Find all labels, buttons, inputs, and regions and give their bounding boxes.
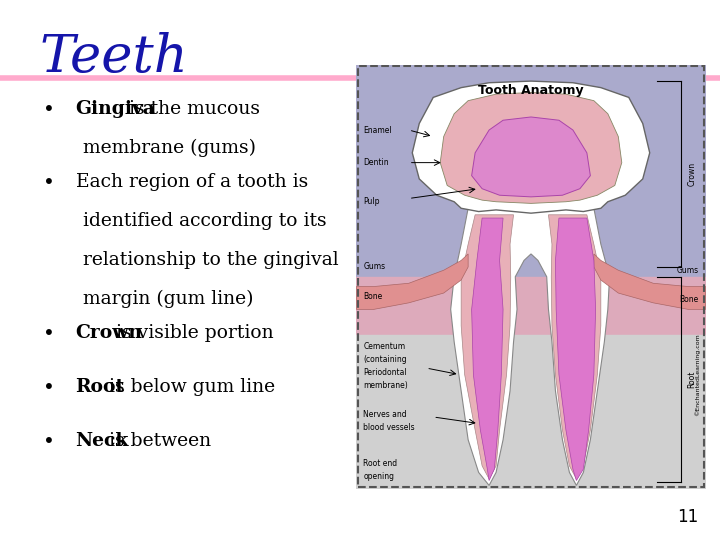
Text: membrane): membrane) bbox=[364, 381, 408, 390]
Text: is below gum line: is below gum line bbox=[103, 378, 275, 396]
Text: Each region of a tooth is: Each region of a tooth is bbox=[76, 173, 308, 191]
Text: Crown: Crown bbox=[76, 324, 143, 342]
Text: Gingiva: Gingiva bbox=[76, 100, 156, 118]
Text: •: • bbox=[43, 432, 55, 451]
Polygon shape bbox=[549, 215, 601, 479]
Text: identified according to its: identified according to its bbox=[83, 212, 326, 230]
Text: Gums: Gums bbox=[677, 266, 698, 275]
Text: Gums: Gums bbox=[364, 262, 385, 272]
Polygon shape bbox=[440, 92, 622, 204]
Text: •: • bbox=[43, 324, 55, 343]
Text: is the mucous: is the mucous bbox=[124, 100, 261, 118]
Text: margin (gum line): margin (gum line) bbox=[83, 289, 253, 308]
Text: 11: 11 bbox=[677, 509, 698, 526]
Text: •: • bbox=[43, 378, 55, 397]
Text: (containing: (containing bbox=[364, 355, 407, 364]
Text: •: • bbox=[43, 173, 55, 192]
Text: is between: is between bbox=[103, 432, 211, 450]
Text: opening: opening bbox=[364, 472, 395, 481]
Text: Root: Root bbox=[76, 378, 125, 396]
Polygon shape bbox=[472, 218, 503, 481]
Text: Root: Root bbox=[687, 371, 696, 388]
Bar bbox=[356, 335, 706, 489]
Bar bbox=[356, 276, 706, 342]
Text: Periodontal: Periodontal bbox=[364, 368, 407, 377]
Polygon shape bbox=[413, 81, 649, 213]
Polygon shape bbox=[555, 218, 595, 481]
Polygon shape bbox=[461, 215, 513, 479]
Text: Bone: Bone bbox=[680, 295, 698, 304]
Text: Tooth Anatomy: Tooth Anatomy bbox=[478, 84, 584, 97]
Text: Root end: Root end bbox=[364, 460, 397, 468]
Text: is visible portion: is visible portion bbox=[109, 324, 274, 342]
Text: Pulp: Pulp bbox=[364, 197, 380, 206]
Text: Nerves and: Nerves and bbox=[364, 410, 407, 420]
Text: •: • bbox=[43, 100, 55, 119]
Text: ©EnchantedLearning.com: ©EnchantedLearning.com bbox=[694, 333, 700, 416]
Text: Crown: Crown bbox=[687, 162, 696, 186]
Text: Bone: Bone bbox=[364, 292, 382, 301]
Polygon shape bbox=[594, 254, 706, 309]
Polygon shape bbox=[472, 117, 590, 197]
Bar bbox=[356, 65, 706, 287]
Text: Dentin: Dentin bbox=[364, 158, 389, 167]
Text: relationship to the gingival: relationship to the gingival bbox=[83, 251, 338, 268]
Text: Enamel: Enamel bbox=[364, 125, 392, 134]
Text: membrane (gums): membrane (gums) bbox=[83, 139, 256, 157]
Text: Neck: Neck bbox=[76, 432, 129, 450]
Polygon shape bbox=[451, 208, 610, 485]
Text: blood vessels: blood vessels bbox=[364, 423, 415, 433]
Text: Cementum: Cementum bbox=[364, 342, 405, 351]
Text: Teeth: Teeth bbox=[40, 32, 189, 83]
Polygon shape bbox=[356, 254, 468, 309]
